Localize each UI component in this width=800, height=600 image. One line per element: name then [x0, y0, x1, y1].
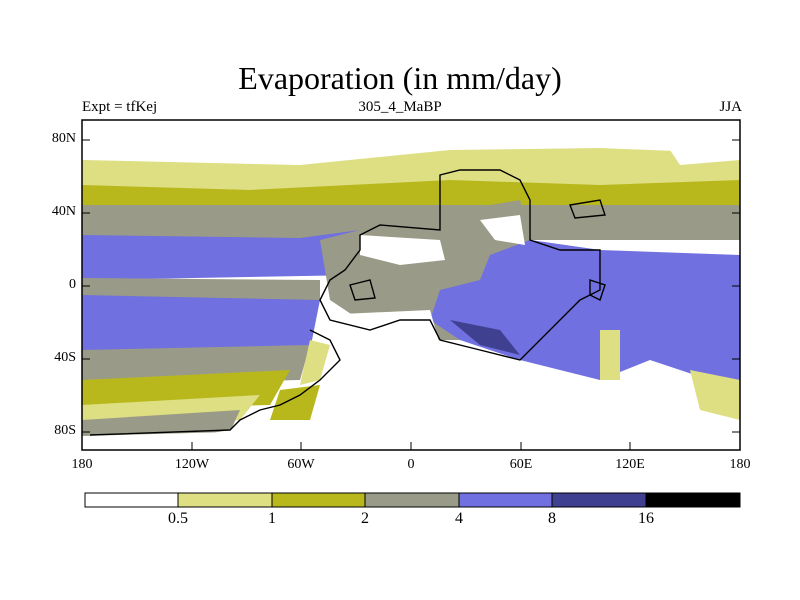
arctic-dry — [670, 148, 740, 165]
band-north-pacific — [82, 230, 360, 280]
legend-swatch — [458, 492, 553, 508]
legend-label: 0.5 — [168, 510, 188, 527]
legend-swatch — [645, 492, 741, 508]
lon-label: 180 — [71, 457, 93, 472]
page-title: Evaporation (in mm/day) — [238, 60, 562, 96]
lon-label: 0 — [407, 457, 415, 472]
lon-label: 60E — [509, 457, 533, 472]
lon-label: 60W — [287, 457, 315, 472]
island-outline — [349, 279, 376, 301]
lon-label: 120E — [615, 457, 645, 472]
lat-ticks — [82, 139, 740, 433]
experiment-label: Expt = tfKej — [82, 99, 158, 115]
legend-swatch — [177, 492, 273, 508]
north-east-outline — [569, 199, 606, 219]
coast-olive — [270, 385, 320, 420]
band-north-gray — [82, 205, 740, 240]
legend-label: 1 — [268, 510, 276, 527]
legend-swatch — [551, 492, 647, 508]
evaporation-bands — [82, 148, 740, 440]
coast-pale-3 — [690, 370, 740, 420]
coast-pale-1 — [300, 340, 330, 385]
coastlines — [89, 169, 606, 436]
band-equator-pacific — [82, 278, 320, 300]
band-southern-gray — [82, 410, 240, 436]
legend-label: 16 — [638, 510, 654, 527]
lon-ticks — [81, 442, 741, 450]
lat-label: 40S — [54, 350, 76, 365]
main-continent-outline — [319, 169, 601, 361]
lat-label: 80N — [51, 131, 76, 146]
legend-swatch — [84, 492, 179, 508]
legend-colorbar — [84, 492, 741, 508]
legend-label: 8 — [548, 510, 556, 527]
lat-label: 0 — [69, 277, 76, 292]
ocean-very-high — [450, 320, 520, 355]
legend-swatch — [271, 492, 366, 508]
lon-label: 120W — [174, 457, 210, 472]
antarctic-dry — [82, 420, 740, 440]
period-label: 305_4_MaBP — [358, 99, 442, 115]
legend-label: 4 — [455, 510, 463, 527]
desert-north — [360, 235, 445, 265]
lat-label: 40N — [51, 204, 76, 219]
lon-label: 180 — [729, 457, 751, 472]
desert-south — [320, 310, 440, 360]
legend-label: 2 — [361, 510, 369, 527]
south-continent-outline — [89, 329, 341, 436]
ocean-east-high — [430, 240, 740, 390]
east-island-outline — [589, 279, 606, 301]
desert-north-east — [480, 215, 525, 245]
coast-pale-2 — [600, 330, 620, 380]
season-label: JJA — [719, 99, 742, 115]
legend-swatch — [364, 492, 460, 508]
lat-label: 80S — [54, 423, 76, 438]
band-south-pacific — [82, 295, 320, 355]
